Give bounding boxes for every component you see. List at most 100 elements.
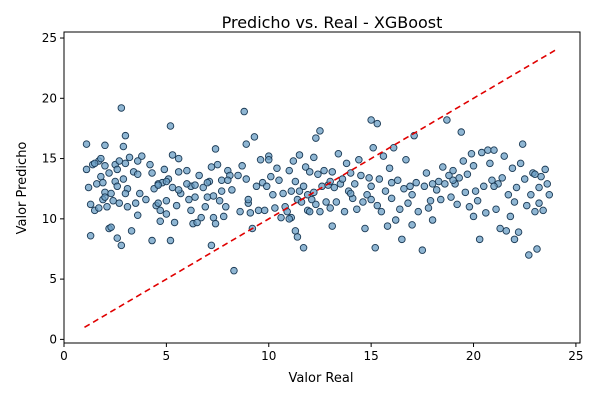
scatter-point (422, 169, 431, 177)
scatter-point (518, 140, 527, 148)
scatter-point (541, 165, 549, 174)
scatter-point (508, 164, 517, 172)
scatter-point (101, 141, 109, 150)
scatter-point (228, 186, 236, 194)
scatter-point (217, 176, 226, 185)
scatter-point (107, 189, 115, 198)
scatter-point (381, 187, 390, 195)
scatter-point (353, 205, 361, 213)
scatter-point (441, 180, 449, 188)
scatter-point (287, 187, 296, 195)
scatter-point (142, 195, 150, 204)
scatter-point (330, 183, 339, 192)
scatter-point (539, 206, 547, 215)
scatter-point (166, 122, 175, 130)
scatter-point (174, 168, 183, 176)
scatter-point (301, 163, 310, 171)
scatter-point (113, 165, 121, 174)
scatter-point (185, 195, 193, 204)
scatter-point (320, 166, 328, 175)
scatter-point (418, 246, 427, 254)
scatter-point (99, 178, 107, 187)
scatter-point (133, 211, 142, 219)
scatter-point (201, 203, 210, 211)
y-tick-label: 10 (42, 212, 57, 226)
scatter-point (230, 266, 238, 275)
scatter-point (496, 224, 504, 233)
scatter-point (154, 199, 162, 207)
scatter-point (240, 107, 248, 116)
scatter-point (387, 178, 396, 187)
scatter-point (439, 163, 447, 171)
scatter-point (525, 251, 533, 259)
scatter-point (136, 189, 144, 198)
scatter-point (260, 206, 269, 215)
scatter-point (285, 215, 293, 223)
scatter-point (291, 177, 300, 186)
scatter-point (398, 235, 406, 244)
scatter-point (469, 162, 478, 170)
scatter-point (256, 156, 265, 164)
scatter-point (463, 170, 472, 178)
scatter-point (447, 193, 455, 201)
scatter-point (328, 168, 336, 176)
scatter-point (357, 171, 365, 180)
scatter-point (170, 218, 179, 227)
scatter-point (109, 197, 117, 205)
scatter-point (486, 159, 494, 168)
scatter-point (193, 218, 201, 227)
scatter-point (404, 199, 412, 207)
scatter-point (211, 145, 220, 153)
scatter-point (117, 104, 126, 112)
scatter-point (389, 143, 398, 152)
scatter-point (238, 162, 246, 170)
scatter-point (148, 169, 156, 177)
scatter-point (207, 241, 216, 250)
y-tick-label: 15 (42, 152, 57, 166)
x-tick-label: 25 (568, 349, 583, 363)
scatter-point (101, 162, 109, 170)
scatter-point (199, 183, 207, 192)
scatter-point (168, 183, 177, 192)
scatter-point (414, 207, 422, 216)
scatter-point (252, 182, 261, 191)
chart-title: Predicho vs. Real - XGBoost (222, 13, 443, 32)
axis-ticks: 0 5 10 15 20 25 0 5 10 15 20 25 (42, 31, 584, 363)
scatter-point (461, 188, 470, 197)
scatter-point (219, 212, 228, 221)
scatter-point (346, 169, 355, 177)
scatter-point (197, 213, 205, 222)
scatter-point (363, 190, 371, 199)
scatter-point (183, 180, 191, 188)
scatter-point (334, 149, 343, 158)
scatter-point (385, 164, 394, 172)
y-tick-label: 25 (42, 31, 57, 45)
scatter-point (250, 133, 259, 141)
scatter-point (117, 241, 126, 250)
scatter-point (211, 219, 220, 228)
scatter-point (338, 175, 347, 183)
scatter-point (543, 180, 551, 188)
scatter-point (510, 235, 519, 244)
x-axis-label: Valor Real (289, 371, 354, 386)
scatter-point (242, 175, 250, 183)
scatter-point (443, 116, 451, 124)
scatter-point (148, 236, 156, 245)
scatter-point (236, 207, 244, 216)
scatter-point (449, 166, 457, 175)
scatter-point (162, 177, 171, 186)
scatter-point (203, 178, 212, 187)
scatter-point (121, 189, 130, 198)
scatter-point (473, 197, 482, 205)
scatter-point (484, 146, 492, 154)
scatter-point (215, 197, 224, 205)
scatter-point (506, 212, 515, 221)
scatter-point (340, 207, 349, 216)
scatter-point (277, 213, 285, 222)
scatter-point (523, 201, 531, 210)
scatter-point (369, 143, 377, 152)
scatter-point (514, 228, 523, 236)
scatter-point (471, 187, 480, 195)
scatter-point (262, 182, 271, 191)
